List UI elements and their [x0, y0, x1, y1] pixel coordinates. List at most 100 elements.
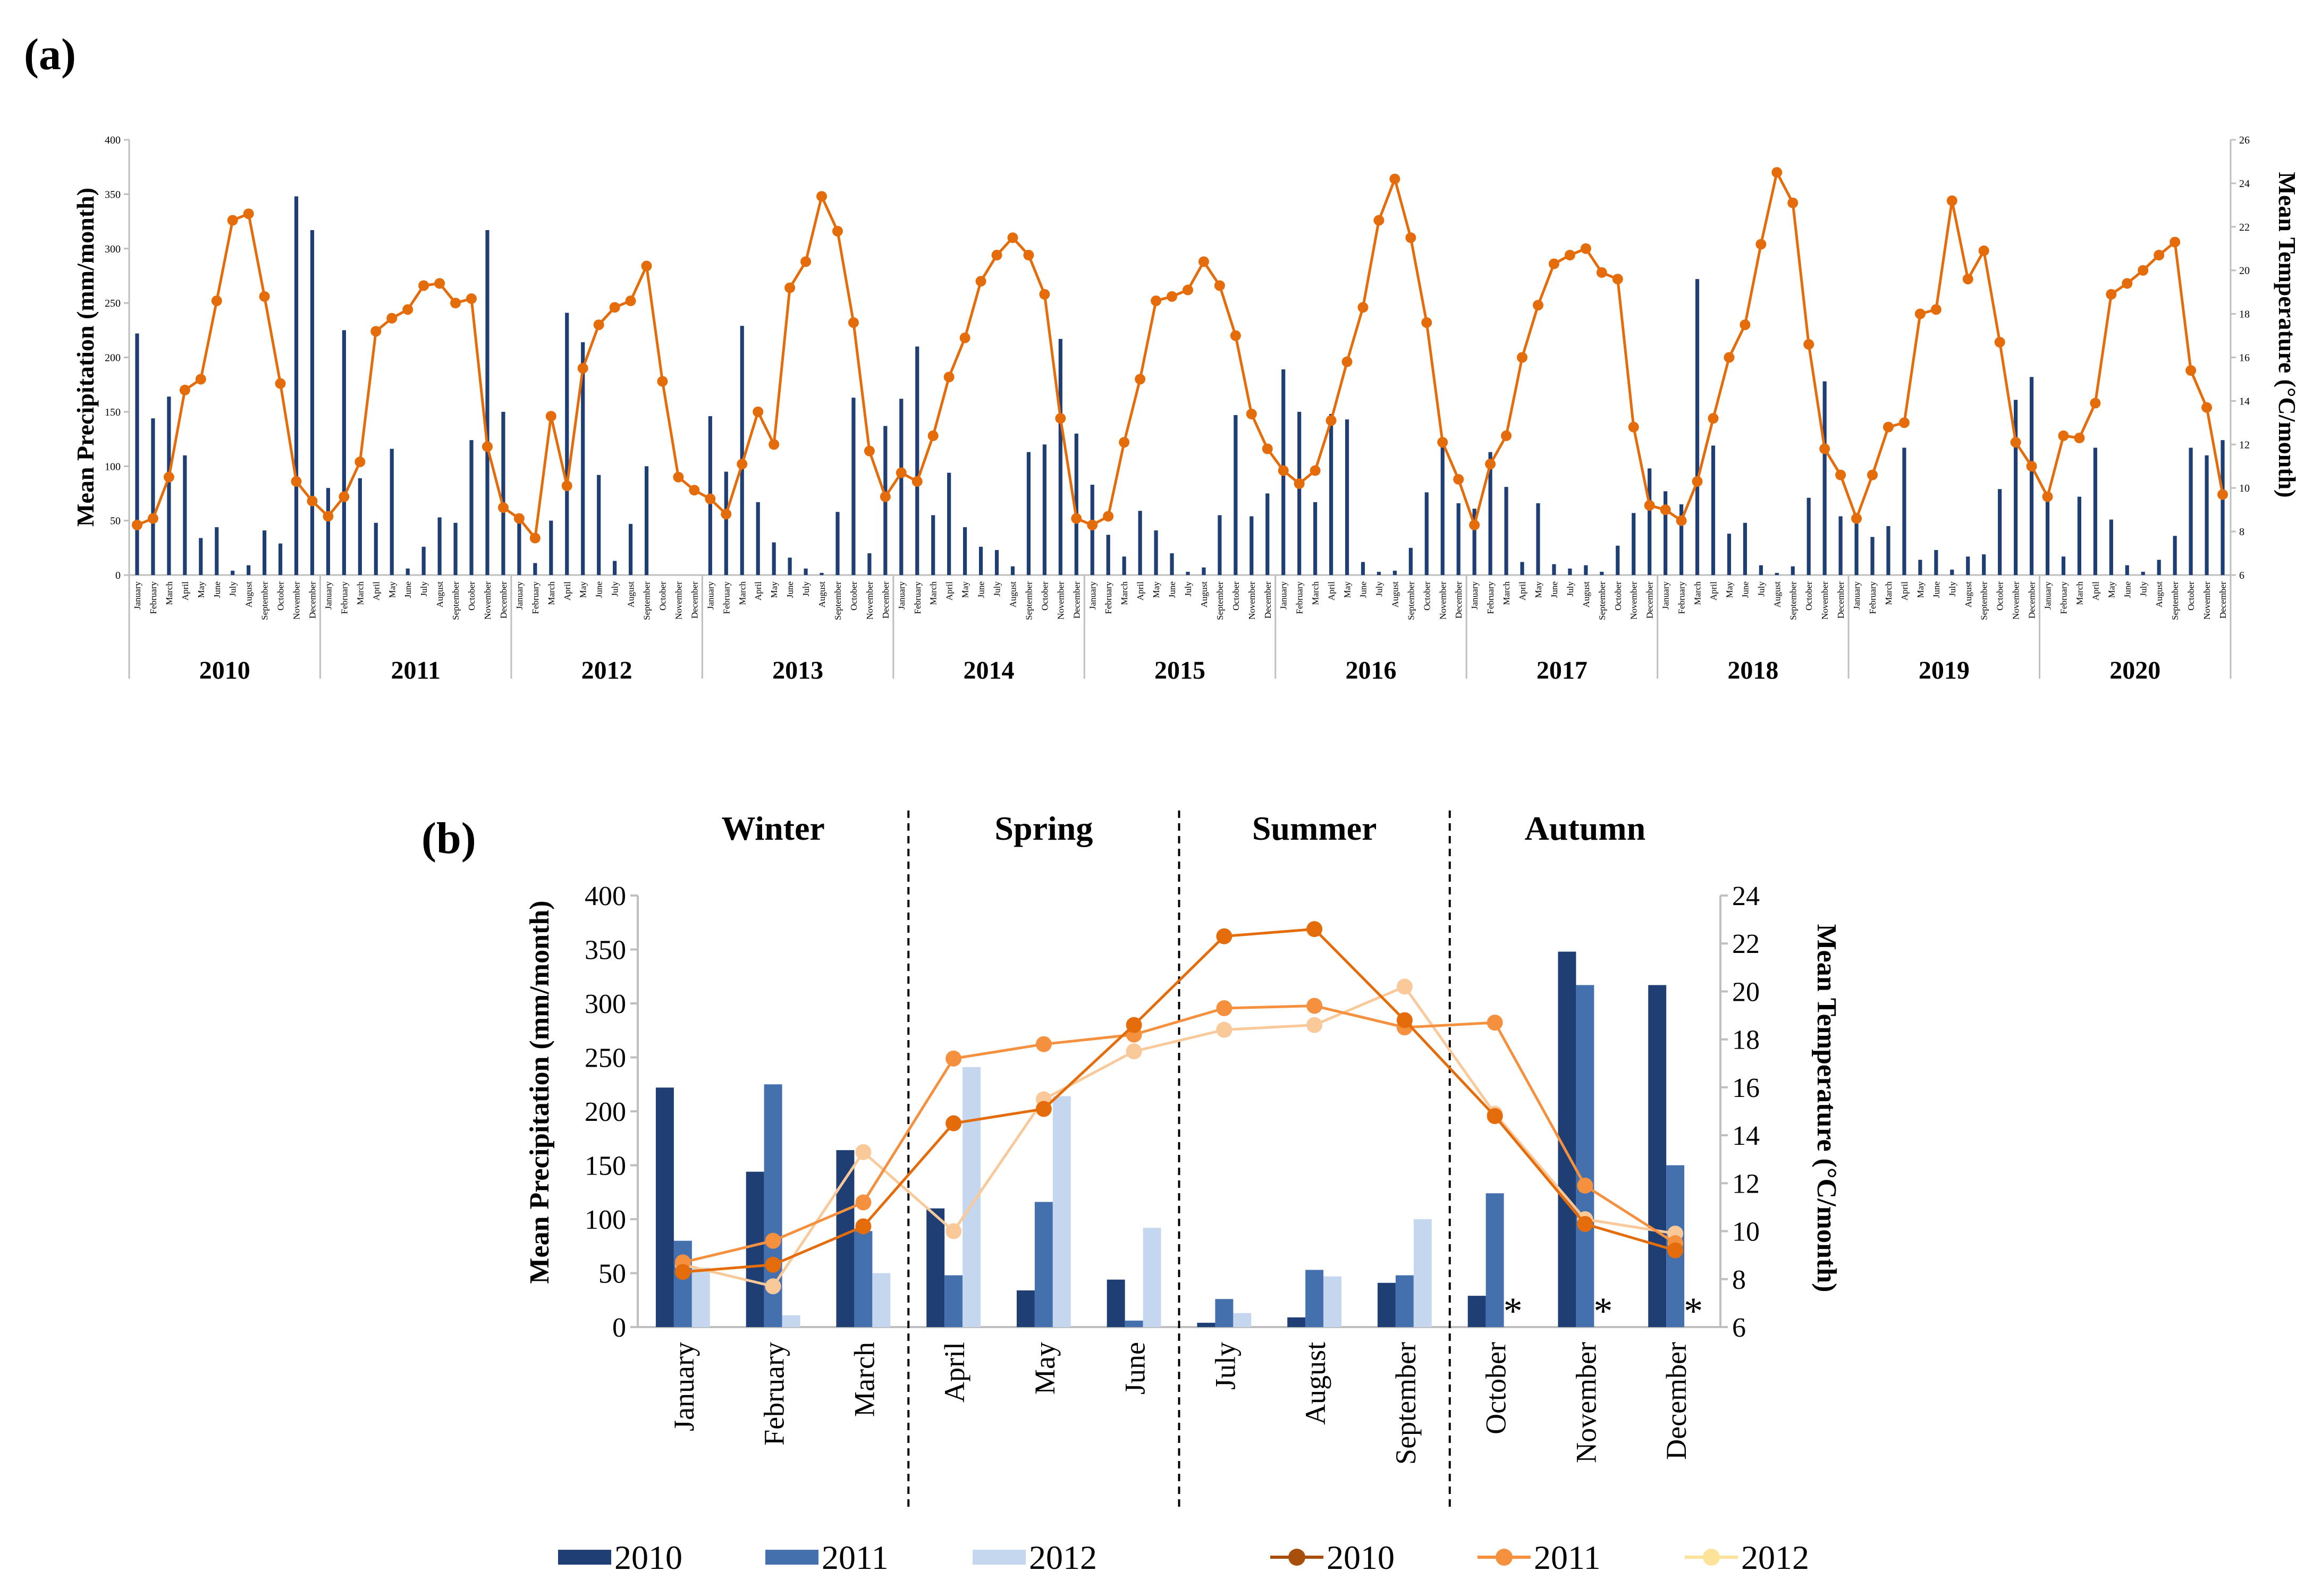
panel-a-temp-point — [1055, 413, 1066, 424]
panel-a-month-label: April — [1517, 581, 1527, 601]
panel-a-month-label: January — [1661, 581, 1671, 610]
panel-a-temp-point — [1167, 291, 1178, 302]
panel-a-precip-bar — [978, 546, 983, 575]
panel-a-month-label: September — [451, 581, 461, 620]
panel-b-temp-point-2010 — [1487, 1108, 1503, 1125]
panel-a-precip-bar — [294, 196, 299, 576]
panel-b-month-label: March — [848, 1342, 880, 1417]
panel-b-bar-2011 — [1215, 1299, 1234, 1327]
panel-b-bar-2011 — [1576, 985, 1594, 1327]
panel-a-month-label: December — [1454, 581, 1464, 619]
panel-a-precip-bar — [1520, 562, 1524, 575]
panel-b-bar-2010 — [926, 1208, 945, 1327]
panel-a-precip-bar — [835, 512, 840, 575]
panel-a-precip-bar — [517, 515, 521, 575]
panel-a-precip-bar — [724, 471, 728, 575]
panel-a-precip-bar — [406, 568, 410, 575]
panel-a-month-label: March — [2074, 581, 2084, 605]
panel-a-month-label: May — [1533, 581, 1543, 598]
panel-a-precip-bar — [374, 522, 378, 575]
panel-a-month-label: June — [1740, 581, 1750, 598]
panel-a-y-tick-label: 0 — [115, 570, 121, 581]
panel-a-temp-point — [1914, 308, 1926, 319]
panel-b: (b) Winter Spring Summer Autumn * * * 0 50 100 1… — [421, 809, 1842, 1576]
panel-a-precip-bar — [1138, 511, 1142, 575]
panel-a-month-label: April — [753, 581, 763, 601]
panel-a-temp-point — [1819, 443, 1830, 454]
panel-b-temp-point-2010 — [1126, 1017, 1142, 1033]
panel-a-month-label: August — [1581, 581, 1591, 607]
panel-a-temp-point — [593, 319, 604, 331]
panel-a-year-label: 2018 — [1727, 656, 1778, 685]
legend-line-label: 2010 — [1327, 1539, 1395, 1576]
panel-a-temp-point — [1612, 274, 1623, 285]
panel-b-y-tick-label: 350 — [585, 935, 626, 966]
panel-a-precip-bar — [2141, 571, 2145, 575]
panel-a-temp-point — [1676, 515, 1687, 526]
panel-b-bar-2010 — [1648, 985, 1667, 1327]
panel-a-precip-bar — [533, 563, 537, 575]
panel-a-month-label: October — [1231, 581, 1241, 611]
panel-b-bar-2011 — [1485, 1193, 1504, 1327]
panel-a-temp-point — [450, 298, 461, 309]
panel-b-bar-2011 — [854, 1231, 873, 1327]
panel-a-month-label: October — [1040, 581, 1050, 611]
panel-b-temp-point-2012 — [1126, 1043, 1142, 1060]
panel-a-precip-bar — [1074, 433, 1078, 575]
panel-a-temp-point — [1851, 513, 1862, 524]
panel-a-month-label: April — [1900, 581, 1910, 601]
panel-b-temp-point-2010 — [1577, 1216, 1593, 1232]
panel-a-month-label: January — [514, 581, 525, 610]
panel-a-temp-point — [1007, 232, 1018, 243]
panel-a-month-label: July — [1374, 581, 1384, 597]
panel-a-month-label: November — [1056, 581, 1066, 620]
panel-a-precip-bar — [867, 553, 872, 575]
panel-a-month-label: March — [928, 581, 939, 605]
panel-b-temp-point-2011 — [1577, 1177, 1593, 1194]
panel-a-month-label: January — [132, 581, 142, 610]
panel-a-month-label: July — [228, 581, 238, 597]
panel-b-y-tick-label: 50 — [598, 1259, 626, 1289]
panel-a-month-label: June — [212, 581, 222, 598]
panel-a-precip-bar — [1504, 487, 1508, 575]
panel-a-month-label: March — [355, 581, 365, 605]
panel-a-temp-point — [832, 225, 843, 237]
panel-a-precip-bar — [597, 475, 601, 575]
panel-a-temp-point — [784, 282, 796, 293]
panel-a-month-label: April — [371, 581, 381, 601]
panel-a-temp-point — [1357, 302, 1369, 313]
panel-b-y2-tick-label: 8 — [1732, 1265, 1746, 1295]
panel-a-temp-line — [131, 167, 2228, 544]
panel-b-y-tick-label: 100 — [585, 1205, 626, 1235]
panel-a-precip-bar — [1345, 419, 1349, 575]
panel-a-temp-point — [1501, 430, 1512, 441]
panel-a-year-label: 2020 — [2109, 656, 2160, 685]
panel-a-temp-point — [1946, 195, 1957, 206]
panel-a-month-label: July — [2138, 581, 2148, 597]
panel-a-precip-bar — [501, 411, 505, 575]
legend-bar-label: 2010 — [614, 1539, 682, 1576]
panel-a-temp-point — [1214, 280, 1225, 291]
panel-a-temp-point — [800, 256, 812, 267]
panel-a-precip-bar — [931, 515, 935, 575]
panel-a-precip-bar — [215, 527, 219, 575]
panel-a-month-label: April — [1708, 581, 1718, 601]
legend-bar-swatch-2010 — [558, 1550, 611, 1565]
panel-a-precip-bar — [1329, 413, 1333, 575]
legend-line-label: 2011 — [1534, 1539, 1601, 1576]
panel-a-precip-bar — [183, 455, 187, 575]
panel-a-month-label: May — [960, 581, 970, 598]
panel-a-year-labels: 2010 2011 2012 2013 2014 2015 2016 2017 2018 2019… — [128, 575, 2232, 685]
panel-a-month-label: July — [610, 581, 620, 597]
panel-a-temp-point — [911, 476, 923, 487]
panel-a-month-label: May — [769, 581, 779, 598]
panel-a-precip-bar — [740, 326, 744, 575]
panel-a-precip-bar — [167, 396, 171, 575]
panel-a-temp-point — [609, 302, 620, 313]
panel-a-y2-tick-label: 10 — [2239, 483, 2250, 494]
panel-a-precip-bar — [2014, 400, 2018, 575]
panel-a-precip-bar — [1408, 547, 1413, 575]
panel-a-month-label: August — [1008, 581, 1018, 607]
panel-a-precip-bar — [2061, 556, 2066, 575]
panel-a-axes — [128, 140, 2232, 576]
